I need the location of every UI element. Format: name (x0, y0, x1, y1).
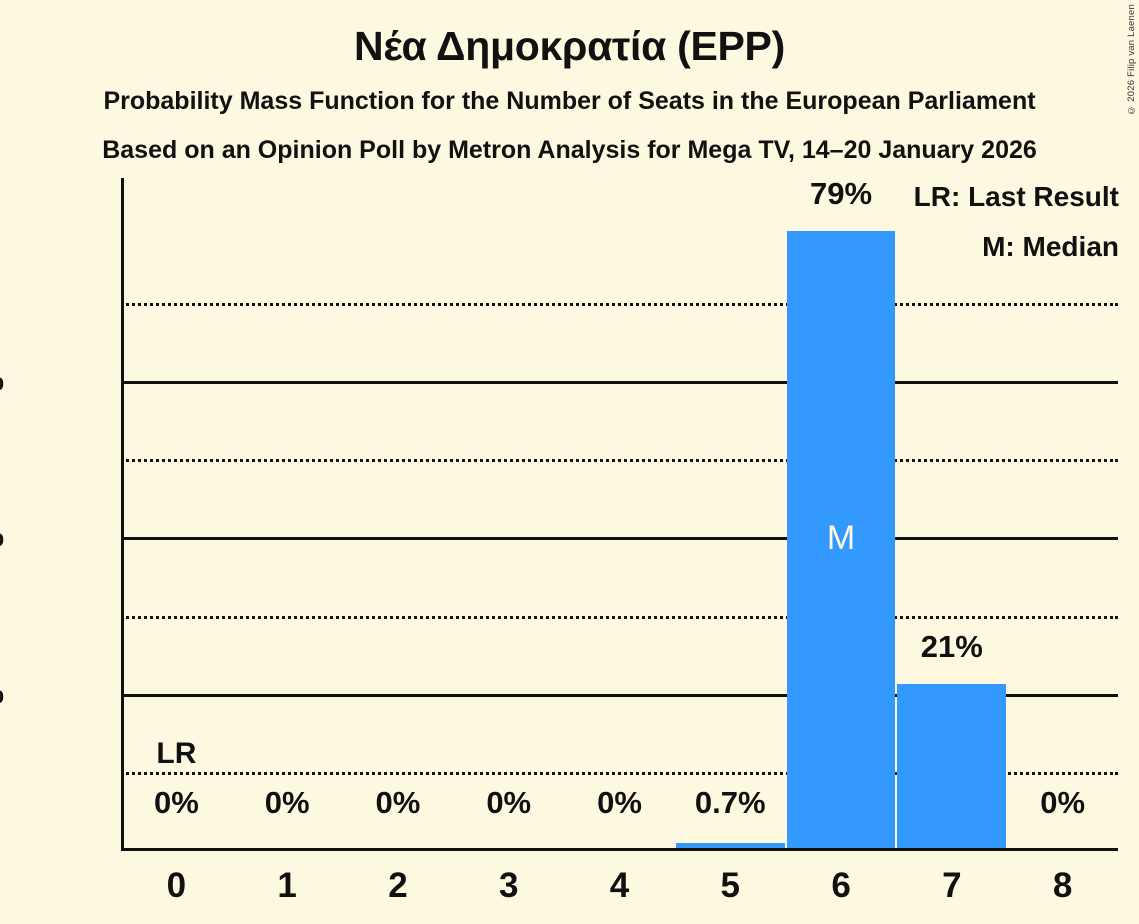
bar-value-label-0: 0% (153, 785, 199, 820)
bar-value-label-5: 0.7% (694, 785, 766, 820)
y-axis-tick-label: 40% (0, 522, 4, 552)
y-axis-line (121, 178, 124, 850)
chart-legend: LR: Last Result M: Median (914, 183, 1119, 261)
plot-area: M (121, 178, 1118, 851)
bar-value-label-2: 0% (375, 785, 421, 820)
x-axis-tick-label-3: 3 (498, 866, 519, 905)
bar-value-label-3: 0% (486, 785, 532, 820)
bar-value-label-6: 79% (810, 175, 873, 211)
gridline-dotted (121, 303, 1118, 307)
x-axis-tick-label-1: 1 (277, 866, 297, 905)
gridline-solid (121, 381, 1118, 385)
x-axis-line (121, 848, 1118, 851)
y-axis-tick-label: 60% (0, 366, 4, 396)
x-axis-tick-label-8: 8 (1052, 866, 1073, 905)
chart-header: Νέα Δημοκρατία (EPP) Probability Mass Fu… (0, 0, 1139, 163)
legend-entry-last-result: LR: Last Result (913, 181, 1119, 212)
x-axis-tick-label-4: 4 (609, 866, 630, 905)
median-marker: M (826, 519, 856, 558)
gridline-solid (121, 537, 1118, 541)
x-axis-tick-label-2: 2 (388, 866, 408, 905)
gridline-dotted (121, 771, 1118, 775)
chart-subtitle-secondary: Based on an Opinion Poll by Metron Analy… (102, 136, 1037, 164)
gridline-dotted (121, 459, 1118, 463)
x-axis-tick-label-7: 7 (942, 866, 962, 905)
x-axis-tick-label-6: 6 (831, 866, 851, 905)
bar-value-label-4: 0% (597, 785, 642, 820)
gridline-solid (121, 693, 1118, 697)
y-axis-tick-label: 20% (0, 678, 4, 709)
legend-entry-median: M: Median (982, 231, 1119, 262)
chart-title: Νέα Δημοκρατία (EPP) (354, 23, 785, 69)
bar-value-label-8: 0% (1040, 785, 1086, 820)
bar-seats-7[interactable] (897, 683, 1007, 848)
x-axis-tick-label-5: 5 (720, 866, 740, 905)
gridline-dotted (121, 615, 1118, 619)
x-axis-tick-label-0: 0 (166, 866, 187, 905)
last-result-marker: LR (156, 736, 197, 770)
bar-seats-5[interactable] (675, 842, 785, 848)
bar-value-label-7: 21% (920, 628, 983, 664)
bar-seats-6[interactable]: M (786, 230, 896, 848)
chart-subtitle-primary: Probability Mass Function for the Number… (103, 87, 1036, 115)
bar-value-label-1: 0% (264, 785, 310, 820)
